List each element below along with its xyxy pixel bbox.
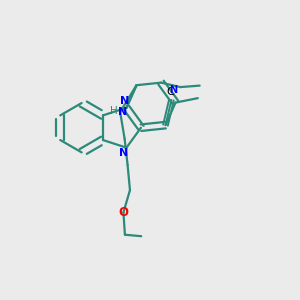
Text: N: N (169, 85, 177, 95)
Text: N: N (119, 148, 128, 158)
Text: N: N (118, 107, 128, 117)
Text: N: N (120, 96, 130, 106)
Text: O: O (118, 206, 128, 219)
Text: H: H (110, 106, 118, 116)
Text: C: C (166, 87, 174, 97)
